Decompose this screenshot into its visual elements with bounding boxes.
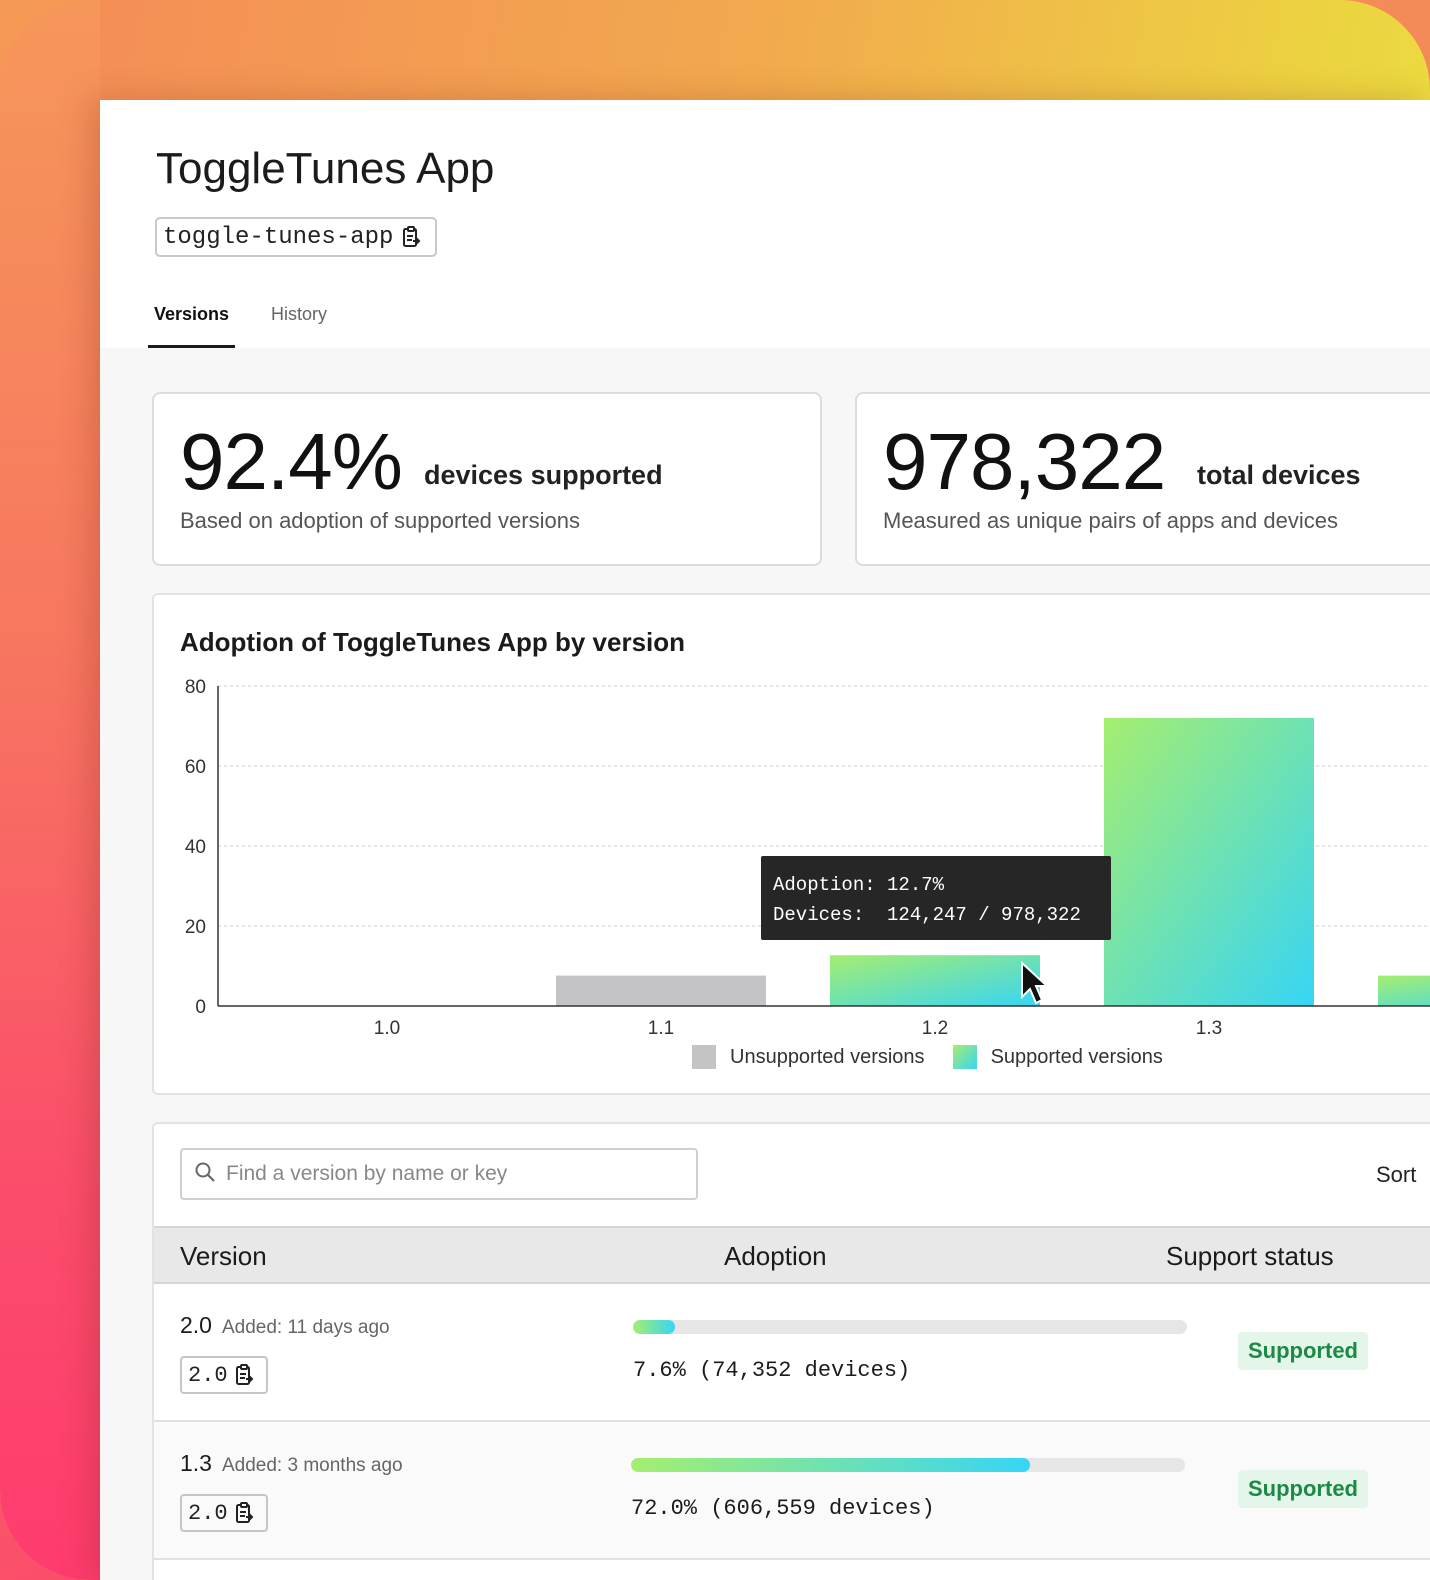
supported-percent: 92.4% <box>180 417 403 506</box>
copy-icon[interactable] <box>403 226 421 248</box>
tab-versions[interactable]: Versions <box>148 300 236 348</box>
chart-tooltip: Adoption: 12.7% Devices: 124,247 / 978,32… <box>761 856 1111 940</box>
app-window: ToggleTunes App toggle-tunes-app Version… <box>100 100 1430 1580</box>
adoption-bar-fill <box>633 1320 676 1334</box>
total-sub: Measured as unique pairs of apps and dev… <box>883 508 1338 533</box>
adoption-chart-card: Adoption of ToggleTunes App by version 0… <box>152 593 1430 1095</box>
status-badge: Supported <box>1238 1332 1368 1370</box>
search-icon <box>194 1161 216 1188</box>
tooltip-line-devices: Devices: 124,247 / 978,322 <box>773 904 1081 926</box>
y-tick-label: 40 <box>185 837 206 858</box>
x-tick-label: 1.2 <box>922 1018 948 1039</box>
version-key-chip[interactable]: 2.0 <box>180 1494 268 1532</box>
version-added: Added: 3 months ago <box>221 1455 403 1476</box>
header-adoption[interactable]: Adoption <box>724 1241 827 1271</box>
chart-legend: Unsupported versions Supported versions <box>692 1045 1191 1069</box>
version-name: 1.3 <box>180 1450 212 1476</box>
table-row[interactable]: 2.0 Added: 11 days ago 2.0 7.6% (74,352 d… <box>154 1284 1430 1422</box>
app-key-text: toggle-tunes-app <box>163 223 394 251</box>
version-added: Added: 11 days ago <box>221 1317 390 1338</box>
y-tick-label: 80 <box>185 677 206 698</box>
supported-label: devices supported <box>424 460 663 490</box>
version-key: 2.0 <box>188 1362 228 1388</box>
page-header: ToggleTunes App toggle-tunes-app Version… <box>100 100 1430 348</box>
bar-1.2 <box>830 955 1040 1006</box>
y-tick-label: 0 <box>195 997 206 1018</box>
x-tick-label: 1.1 <box>648 1018 674 1039</box>
legend-unsupported-label: Unsupported versions <box>730 1045 925 1068</box>
legend-supported-label: Supported versions <box>990 1045 1163 1068</box>
sort-button[interactable]: Sort <box>1376 1162 1417 1187</box>
version-search[interactable] <box>180 1148 698 1200</box>
row-version: 2.0 Added: 11 days ago <box>180 1312 390 1339</box>
adoption-chart: 0 20 40 60 80 1.0 1.1 1.2 1.3 <box>185 677 1430 1039</box>
bar-1.3 <box>1104 718 1314 1006</box>
tab-history[interactable]: History <box>271 304 328 324</box>
version-key: 2.0 <box>188 1500 228 1526</box>
bar-next <box>1378 975 1430 1006</box>
page-title: ToggleTunes App <box>156 144 495 193</box>
x-tick-label: 1.3 <box>1196 1018 1222 1039</box>
supported-sub: Based on adoption of supported versions <box>180 508 580 533</box>
tooltip-line-adoption: Adoption: 12.7% <box>773 874 945 896</box>
y-tick-label: 20 <box>185 917 206 938</box>
legend-unsupported: Unsupported versions <box>692 1045 925 1069</box>
row-version: 1.3 Added: 3 months ago <box>180 1450 403 1477</box>
adoption-bar-fill <box>631 1458 1030 1472</box>
stat-card-total: 978,322 total devices Measured as unique… <box>855 392 1430 566</box>
tab-bar: Versions History <box>148 300 363 348</box>
table-row[interactable]: 1.3 Added: 3 months ago 2.0 72.0% (606,55… <box>154 1422 1430 1560</box>
total-label: total devices <box>1197 460 1361 490</box>
table-header: Version Adoption Support status <box>154 1226 1430 1284</box>
status-badge: Supported <box>1238 1470 1368 1508</box>
x-tick-label: 1.0 <box>374 1018 400 1039</box>
search-input[interactable] <box>226 1162 686 1186</box>
y-tick-label: 60 <box>185 757 206 778</box>
legend-swatch-unsupported <box>692 1045 716 1069</box>
stat-card-supported: 92.4% devices supported Based on adoptio… <box>152 392 822 566</box>
legend-swatch-supported <box>952 1045 977 1069</box>
app-key-chip[interactable]: toggle-tunes-app <box>155 217 437 257</box>
chart-title: Adoption of ToggleTunes App by version <box>180 627 686 657</box>
adoption-text: 72.0% (606,559 devices) <box>631 1496 935 1521</box>
adoption-bar <box>633 1320 1187 1334</box>
copy-icon[interactable] <box>235 1502 254 1524</box>
version-key-chip[interactable]: 2.0 <box>180 1356 268 1394</box>
legend-supported: Supported versions <box>952 1045 1163 1069</box>
version-name: 2.0 <box>180 1312 212 1338</box>
copy-icon[interactable] <box>235 1364 254 1386</box>
adoption-text: 7.6% (74,352 devices) <box>633 1358 911 1383</box>
versions-table-card: Sort Version Adoption Support status 2.0… <box>152 1122 1430 1580</box>
header-support-status[interactable]: Support status <box>1166 1241 1334 1271</box>
header-version[interactable]: Version <box>180 1241 267 1271</box>
total-devices: 978,322 <box>883 417 1166 506</box>
bar-1.1 <box>556 975 766 1006</box>
cursor-icon <box>1021 960 1050 1005</box>
adoption-bar <box>631 1458 1185 1472</box>
